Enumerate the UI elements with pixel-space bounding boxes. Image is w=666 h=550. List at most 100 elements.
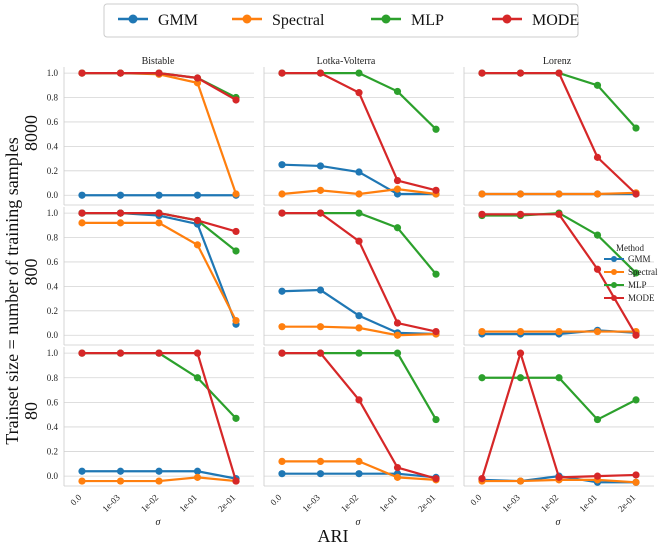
point-spectral <box>516 327 525 336</box>
point-mode <box>516 349 525 357</box>
y-tick-label: 0.2 <box>47 447 58 457</box>
x-tick-label: 1e-02 <box>339 492 361 514</box>
y-tick-label: 0.4 <box>47 422 59 432</box>
inline-legend-item-gmm: GMM <box>604 254 651 264</box>
x-tick-label: 1e-02 <box>539 492 561 514</box>
panel-r0-c0: 0.0 0.2 0.4 0.6 0.8 1.0 <box>47 67 254 206</box>
inline-legend-label: MODE <box>628 293 655 303</box>
point-gmm <box>193 191 202 199</box>
point-mode <box>355 89 363 97</box>
legend-label: Spectral <box>272 12 325 29</box>
point-gmm <box>316 470 325 478</box>
point-mode <box>193 349 202 357</box>
point-gmm <box>155 191 163 199</box>
point-spectral <box>193 241 202 249</box>
panel-r1-c1 <box>263 207 454 346</box>
panel-r1-c0: 0.0 0.2 0.4 0.6 0.8 1.0 <box>47 207 254 346</box>
point-mode <box>516 210 525 218</box>
y-tick-label: 1.0 <box>47 348 59 358</box>
point-spectral <box>155 477 163 485</box>
point-gmm <box>355 470 363 478</box>
x-tick-label: 1e-02 <box>139 492 161 514</box>
point-mode <box>116 209 125 217</box>
point-mode <box>232 227 240 236</box>
point-spectral <box>393 473 402 481</box>
point-gmm <box>78 191 86 199</box>
point-spectral <box>116 219 125 227</box>
point-spectral <box>393 331 402 339</box>
point-mode <box>516 69 525 77</box>
legend-marker <box>502 14 512 24</box>
inline-legend-item-mlp: MLP <box>604 280 647 290</box>
point-mode <box>432 186 440 194</box>
series-line-mlp <box>282 72 437 131</box>
point-mlp <box>393 87 402 96</box>
x-axis-label: ARI <box>318 526 349 546</box>
point-mode <box>555 210 563 218</box>
point-spectral <box>355 190 363 198</box>
point-spectral <box>355 457 363 465</box>
point-spectral <box>232 190 240 198</box>
point-gmm <box>116 467 125 475</box>
inline-legend-label: MLP <box>628 280 647 290</box>
x-panel-label-col-2: σ <box>356 517 362 528</box>
point-mode <box>632 471 640 479</box>
point-spectral <box>278 190 286 198</box>
point-mode <box>593 265 602 273</box>
point-spectral <box>516 477 525 485</box>
legend-marker <box>242 14 252 24</box>
point-mlp <box>355 349 363 357</box>
point-mlp <box>516 374 525 382</box>
inline-legend-marker <box>611 282 617 288</box>
point-mlp <box>593 81 602 89</box>
point-mode <box>478 69 486 77</box>
point-spectral <box>478 190 486 198</box>
y-tick-label: 0.8 <box>47 373 59 383</box>
point-spectral <box>193 473 202 481</box>
point-mlp <box>193 374 202 382</box>
point-mode <box>193 74 202 82</box>
inline-legend-label: Spectral <box>628 267 658 277</box>
point-mlp <box>232 414 240 422</box>
point-mlp <box>632 269 640 277</box>
point-mode <box>78 349 86 357</box>
point-spectral <box>155 219 163 227</box>
series-line-gmm <box>82 212 238 325</box>
y-tick-label: 0.2 <box>47 166 58 176</box>
panel-r2-c0: 0.0 0.2 0.4 0.6 0.8 1.0 0.0 1e-03 1e-02 1e-01 2e-0… <box>47 347 254 514</box>
point-mlp <box>593 415 602 424</box>
series-line-spectral <box>82 72 238 195</box>
row-label-800: 800 <box>21 259 41 286</box>
point-spectral <box>316 186 325 194</box>
point-mode <box>478 210 486 218</box>
legend-item-gmm: GMM <box>118 12 198 29</box>
series-line-mode <box>480 349 637 479</box>
x-tick-label: 1e-03 <box>500 492 522 514</box>
inline-legend-marker <box>611 295 617 301</box>
point-mode <box>355 237 363 245</box>
point-mode <box>593 153 602 161</box>
legend-label: MODE <box>532 12 579 29</box>
inline-legend-marker <box>611 269 617 275</box>
point-mode <box>316 69 325 77</box>
point-spectral <box>632 478 640 486</box>
x-tick-label: 1e-01 <box>177 492 199 514</box>
x-tick-label: 0.0 <box>268 492 283 507</box>
panel-r1-c2 <box>463 207 654 346</box>
point-mode <box>232 96 240 104</box>
x-panel-label-col-3: σ <box>556 517 562 528</box>
point-spectral <box>232 316 240 325</box>
point-mlp <box>355 209 363 217</box>
y-tick-label: 0.6 <box>47 117 59 127</box>
point-mode <box>632 190 640 198</box>
inline-legend-marker <box>611 256 617 262</box>
point-mode <box>355 396 363 404</box>
legend-marker <box>381 14 391 24</box>
y-tick-label: 0.0 <box>47 190 59 200</box>
point-mlp <box>593 231 602 239</box>
series-line-mode <box>482 72 637 195</box>
legend-label: MLP <box>411 12 444 29</box>
y-tick-label: 0.0 <box>47 330 59 340</box>
point-mlp <box>632 396 640 404</box>
point-spectral <box>355 324 363 332</box>
